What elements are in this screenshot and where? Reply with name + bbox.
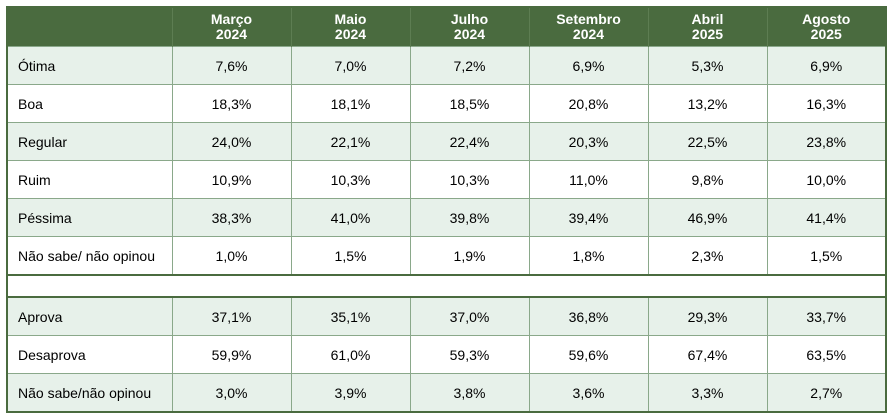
table-cell: 1,5% (766, 236, 887, 276)
table-row: Não sabe/não opinou 3,0% 3,9% 3,8% 3,6% … (6, 373, 887, 413)
table-cell: 39,4% (528, 198, 649, 237)
table-row: Desaprova 59,9% 61,0% 59,3% 59,6% 67,4% … (6, 335, 887, 374)
row-label: Desaprova (6, 335, 173, 374)
table-cell: 37,0% (409, 296, 530, 336)
table-cell: 22,4% (409, 122, 530, 161)
table-row: Ótima 7,6% 7,0% 7,2% 6,9% 5,3% 6,9% (6, 46, 887, 85)
table-cell: 1,5% (290, 236, 411, 276)
table-cell: 59,3% (409, 335, 530, 374)
row-label: Não sabe/ não opinou (6, 236, 173, 276)
table-row: Regular 24,0% 22,1% 22,4% 20,3% 22,5% 23… (6, 122, 887, 161)
table-cell: 6,9% (766, 46, 887, 85)
table-row: Péssima 38,3% 41,0% 39,8% 39,4% 46,9% 41… (6, 198, 887, 237)
header-row: Março 2024 Maio 2024 Julho 2024 Setembro 202… (7, 7, 886, 47)
table-cell: 6,9% (528, 46, 649, 85)
table-cell: 18,5% (409, 84, 530, 123)
table-cell: 9,8% (647, 160, 768, 199)
row-label: Não sabe/não opinou (6, 373, 173, 413)
table-cell: 63,5% (766, 335, 887, 374)
column-header: Agosto 2025 (766, 7, 886, 47)
table-cell: 29,3% (647, 296, 768, 336)
table-row: Boa 18,3% 18,1% 18,5% 20,8% 13,2% 16,3% (6, 84, 887, 123)
row-label: Regular (6, 122, 173, 161)
table-cell: 20,3% (528, 122, 649, 161)
table-row: Ruim 10,9% 10,3% 10,3% 11,0% 9,8% 10,0% (6, 160, 887, 199)
table-cell: 5,3% (647, 46, 768, 85)
table-cell: 3,9% (290, 373, 411, 413)
row-label: Péssima (6, 198, 173, 237)
table-cell: 61,0% (290, 335, 411, 374)
table-cell: 7,6% (171, 46, 292, 85)
table-cell: 16,3% (766, 84, 887, 123)
table-cell: 67,4% (647, 335, 768, 374)
table-cell: 37,1% (171, 296, 292, 336)
table-cell: 13,2% (647, 84, 768, 123)
row-label: Ótima (6, 46, 173, 85)
poll-table-container: Março 2024 Maio 2024 Julho 2024 Setembro 202… (6, 6, 887, 413)
table-cell: 3,6% (528, 373, 649, 413)
table-cell: 1,8% (528, 236, 649, 276)
separator-cell (6, 274, 887, 298)
table-cell: 2,7% (766, 373, 887, 413)
table-cell: 59,6% (528, 335, 649, 374)
poll-results-table: Março 2024 Maio 2024 Julho 2024 Setembro 202… (6, 6, 887, 413)
column-header: Maio 2024 (290, 7, 410, 47)
table-cell: 10,9% (171, 160, 292, 199)
header-corner (7, 7, 172, 47)
row-label: Boa (6, 84, 173, 123)
table-cell: 23,8% (766, 122, 887, 161)
table-cell: 11,0% (528, 160, 649, 199)
table-cell: 38,3% (171, 198, 292, 237)
table-cell: 3,8% (409, 373, 530, 413)
table-cell: 36,8% (528, 296, 649, 336)
table-row: Não sabe/ não opinou 1,0% 1,5% 1,9% 1,8%… (6, 236, 887, 276)
table-cell: 24,0% (171, 122, 292, 161)
table-cell: 10,3% (409, 160, 530, 199)
column-header: Julho 2024 (409, 7, 529, 47)
column-header: Março 2024 (171, 7, 291, 47)
table-cell: 3,3% (647, 373, 768, 413)
table-cell: 18,1% (290, 84, 411, 123)
column-header: Abril 2025 (647, 7, 767, 47)
table-cell: 7,0% (290, 46, 411, 85)
table-cell: 1,9% (409, 236, 530, 276)
table-cell: 59,9% (171, 335, 292, 374)
table-cell: 22,1% (290, 122, 411, 161)
table-cell: 7,2% (409, 46, 530, 85)
table-cell: 41,0% (290, 198, 411, 237)
table-cell: 33,7% (766, 296, 887, 336)
table-cell: 46,9% (647, 198, 768, 237)
table-cell: 20,8% (528, 84, 649, 123)
section-separator (6, 274, 887, 298)
table-cell: 35,1% (290, 296, 411, 336)
table-cell: 10,0% (766, 160, 887, 199)
column-header: Setembro 2024 (528, 7, 648, 47)
table-cell: 10,3% (290, 160, 411, 199)
row-label: Ruim (6, 160, 173, 199)
table-cell: 1,0% (171, 236, 292, 276)
row-label: Aprova (6, 296, 173, 336)
table-cell: 22,5% (647, 122, 768, 161)
table-cell: 18,3% (171, 84, 292, 123)
table-cell: 3,0% (171, 373, 292, 413)
table-row: Aprova 37,1% 35,1% 37,0% 36,8% 29,3% 33,… (6, 296, 887, 336)
table-cell: 39,8% (409, 198, 530, 237)
table-cell: 2,3% (647, 236, 768, 276)
table-cell: 41,4% (766, 198, 887, 237)
